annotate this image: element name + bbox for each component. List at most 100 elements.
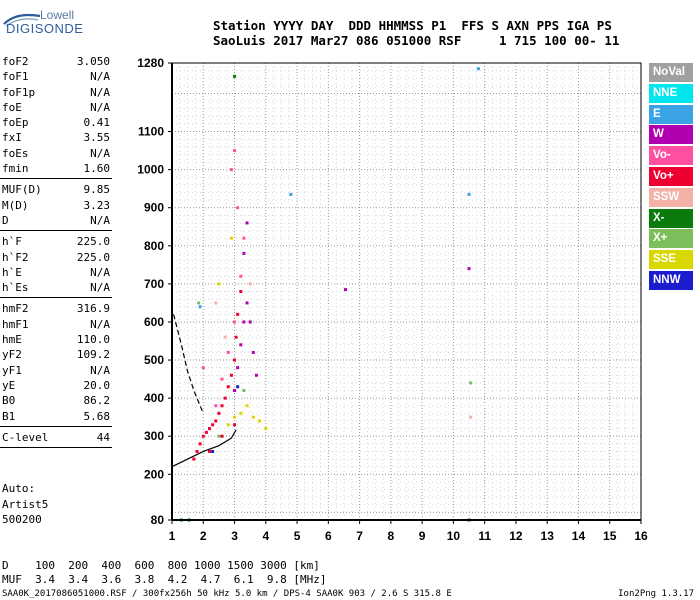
- legend-item-nnw: NNW: [649, 270, 693, 290]
- chart-points: [179, 67, 480, 522]
- autoscaling-info: Auto: Artist5 500200: [2, 481, 48, 528]
- echo-point-vo: [229, 168, 233, 172]
- x-tick-label: 15: [603, 529, 617, 543]
- param-name: fxI: [2, 131, 22, 145]
- echo-point-sse: [229, 236, 233, 240]
- x-tick-label: 3: [231, 529, 238, 543]
- param-name: fmin: [2, 162, 29, 176]
- echo-point-w: [236, 366, 240, 370]
- echo-point-e: [289, 192, 293, 196]
- file-info-footer: SAA0K_2017086051000.RSF / 300fx256h 50 k…: [2, 589, 452, 599]
- param-name: yE: [2, 378, 16, 392]
- echo-point-vo: [242, 236, 246, 240]
- param-name: foEp: [2, 116, 29, 130]
- param-row: yF2 109.2: [0, 347, 112, 362]
- param-row: C-level 44: [0, 430, 112, 445]
- echo-point-vo: [233, 423, 237, 427]
- echo-point-vo: [223, 396, 227, 400]
- param-name: yF2: [2, 348, 22, 362]
- muf-value-row: MUF 3.4 3.4 3.6 3.8 4.2 4.7 6.1 9.8 [MHz…: [2, 573, 327, 586]
- param-name: B1: [2, 409, 16, 423]
- legend-item-x-: X+: [649, 229, 693, 249]
- lowell-digisonde-logo: Lowell DIGISONDE: [2, 8, 92, 44]
- echo-point-ssw: [469, 415, 473, 419]
- echo-point-vo: [208, 449, 212, 453]
- param-name: hmE: [2, 333, 22, 347]
- x-tick-label: 16: [634, 529, 648, 543]
- param-value: N/A: [90, 213, 110, 227]
- echo-point-sse: [264, 427, 268, 431]
- echo-point-vo: [226, 350, 230, 354]
- echo-point-x: [217, 434, 221, 438]
- echo-point-w: [242, 251, 246, 255]
- y-tick-label: 600: [144, 315, 164, 329]
- x-tick-label: 12: [509, 529, 523, 543]
- auto-label: Auto:: [2, 482, 36, 495]
- param-value: 316.9: [76, 302, 110, 316]
- param-value: 9.85: [83, 183, 111, 197]
- param-row: h`F2 225.0: [0, 250, 112, 265]
- param-row: D N/A: [0, 213, 112, 228]
- echo-point-w: [239, 343, 243, 347]
- param-name: h`F2: [2, 250, 29, 264]
- legend-item-vo-: Vo-: [649, 146, 693, 166]
- echo-point-vo: [226, 385, 230, 389]
- legend-item-e: E: [649, 104, 693, 124]
- curve-trace: [173, 314, 204, 414]
- echo-point-x: [469, 381, 473, 385]
- param-row: B1 5.68: [0, 409, 112, 424]
- echo-point-vo: [229, 373, 233, 377]
- legend-item-sse: SSE: [649, 250, 693, 270]
- param-value: 86.2: [83, 394, 111, 408]
- x-tick-label: 1: [169, 529, 176, 543]
- echo-point-w: [248, 320, 252, 324]
- param-row: hmE 110.0: [0, 332, 112, 347]
- param-value: N/A: [90, 100, 110, 114]
- y-tick-label: 400: [144, 391, 164, 405]
- param-value: 5.68: [83, 409, 111, 423]
- y-tick-label: 1280: [137, 56, 164, 70]
- echo-point-vo: [233, 149, 237, 153]
- muf-table: D 100 200 400 600 800 1000 1500 3000 [km…: [2, 559, 327, 587]
- x-tick-label: 9: [419, 529, 426, 543]
- param-value: 110.0: [76, 333, 110, 347]
- echo-point-vo: [239, 290, 243, 293]
- param-row: B0 86.2: [0, 393, 112, 408]
- y-tick-label: 900: [144, 201, 164, 215]
- y-tick-label: 700: [144, 277, 164, 291]
- echo-point-vo: [208, 427, 212, 431]
- echo-point-vo: [217, 411, 221, 415]
- chart-grid: [171, 63, 642, 520]
- auto-version: 500200: [2, 513, 42, 526]
- echo-point-sse: [217, 282, 221, 286]
- param-row: yF1 N/A: [0, 363, 112, 378]
- y-tick-label: 300: [144, 429, 164, 443]
- x-tick-label: 11: [478, 529, 491, 543]
- x-tick-label: 8: [388, 529, 395, 543]
- echo-point-e: [467, 192, 471, 196]
- legend-item-x-: X-: [649, 208, 693, 228]
- y-tick-label: 1100: [138, 125, 164, 139]
- param-name: M(D): [2, 198, 29, 212]
- param-name: C-level: [2, 430, 49, 444]
- param-row: h`Es N/A: [0, 280, 112, 295]
- param-value: 225.0: [76, 235, 110, 249]
- y-tick-label: 1000: [137, 163, 164, 177]
- param-divider: [0, 447, 112, 449]
- param-value: 0.41: [83, 116, 111, 130]
- param-value: 20.0: [83, 378, 111, 392]
- x-tick-label: 5: [294, 529, 301, 543]
- echo-point-nnw: [236, 385, 240, 389]
- echo-point-ssw: [248, 282, 252, 286]
- param-value: 3.23: [83, 198, 111, 212]
- echo-point-sse: [251, 415, 255, 419]
- param-name: foF1p: [2, 85, 36, 99]
- param-row: hmF2 316.9: [0, 301, 112, 316]
- echo-point-w: [245, 221, 249, 225]
- x-tick-labels: 1 2 3 4 5 6 7 8 9 10 11 12 13 14 15 16: [169, 520, 648, 543]
- x-tick-label: 7: [356, 529, 363, 543]
- x-tick-label: 14: [572, 529, 586, 543]
- echo-point-sse: [239, 411, 243, 415]
- echo-point-ssw: [223, 335, 227, 339]
- x-tick-label: 4: [262, 529, 269, 543]
